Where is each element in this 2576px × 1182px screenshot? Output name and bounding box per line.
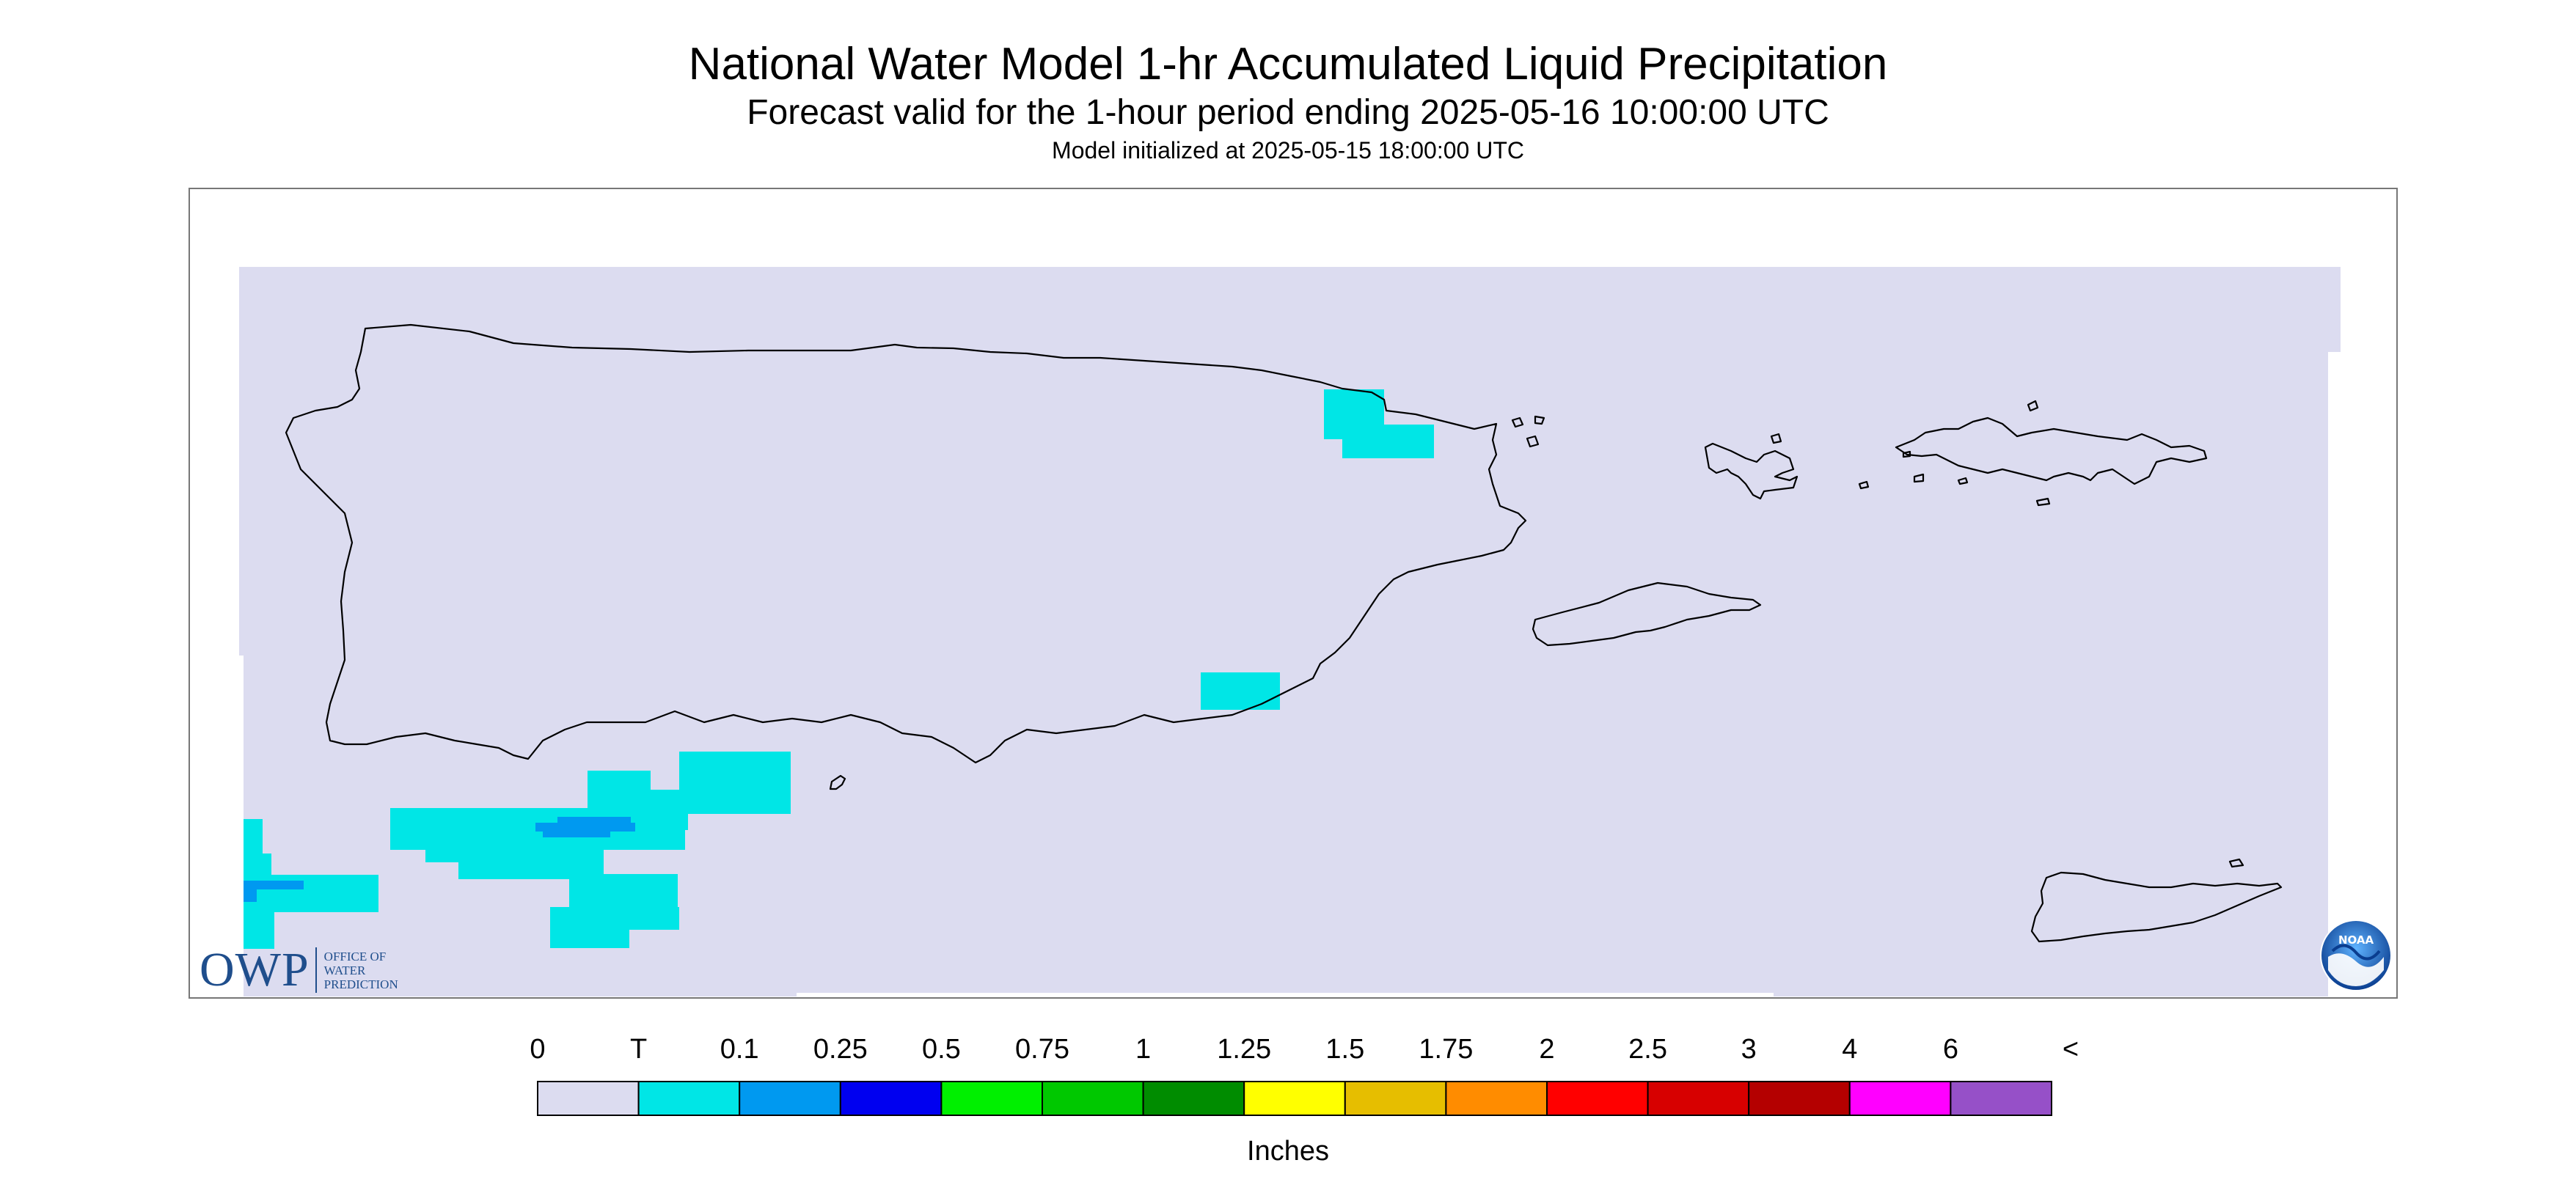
legend-units-label: Inches	[1247, 1136, 1329, 1167]
legend-label: 0	[530, 1034, 546, 1065]
legend-label: 3	[1741, 1034, 1757, 1065]
legend-swatch	[1344, 1081, 1447, 1116]
legend-label: 1.5	[1325, 1034, 1365, 1065]
legend-label: 0.1	[720, 1034, 759, 1065]
legend-label: T	[629, 1034, 648, 1065]
owp-logo-text: Office of Water Prediction	[323, 949, 398, 991]
legend-label: 1.75	[1419, 1034, 1474, 1065]
legend-label: 1.25	[1217, 1034, 1272, 1065]
legend-label: 2	[1539, 1034, 1555, 1065]
legend-swatch	[1042, 1081, 1144, 1116]
coastline-culebra	[1534, 415, 1545, 425]
legend-swatch	[739, 1081, 841, 1116]
legend-label: 0.25	[813, 1034, 868, 1065]
legend-swatch	[940, 1081, 1044, 1116]
legend-label: <	[2062, 1034, 2079, 1065]
coastline-st-croix	[2030, 871, 2283, 943]
legend-swatch	[1546, 1081, 1649, 1116]
legend-color-bar	[537, 1081, 2052, 1116]
model-init-text: Model initialized at 2025-05-15 18:00:00…	[1052, 137, 1524, 164]
legend-swatch	[1748, 1081, 1851, 1116]
legend-swatch	[1848, 1081, 1952, 1116]
precip-area-trace	[244, 389, 1434, 949]
coastline-st-thomas	[1704, 442, 1799, 500]
precip-area-0-1	[244, 817, 635, 902]
coastlines	[285, 323, 2283, 943]
owp-logo: OWP Office of Water Prediction	[200, 946, 398, 994]
legend-label: 6	[1942, 1034, 1958, 1065]
forecast-valid-subtitle: Forecast valid for the 1-hour period end…	[747, 93, 1829, 132]
coastline-puerto-rico	[285, 323, 1527, 764]
legend-swatch	[1445, 1081, 1548, 1116]
coastline-mona-island	[829, 774, 846, 790]
legend-label: 0.5	[921, 1034, 961, 1065]
legend-swatch	[1647, 1081, 1750, 1116]
legend-swatch	[1950, 1081, 2052, 1116]
legend-label: 2.5	[1628, 1034, 1667, 1065]
legend-swatch	[1142, 1081, 1245, 1116]
legend-swatch	[839, 1081, 943, 1116]
noaa-logo-text: NOAA	[2338, 933, 2374, 947]
owp-logo-divider	[315, 947, 317, 993]
owp-logo-mark: OWP	[200, 943, 310, 996]
map-title: National Water Model 1-hr Accumulated Li…	[688, 39, 1888, 89]
noaa-emblem-icon: NOAA	[2320, 919, 2392, 991]
legend-swatch	[637, 1081, 741, 1116]
coastline-st-john	[1895, 416, 2208, 485]
coastline-vieques	[1532, 581, 1762, 647]
legend-swatch	[1243, 1081, 1346, 1116]
legend-label: 1	[1135, 1034, 1152, 1065]
legend-label: 4	[1842, 1034, 1858, 1065]
legend-label: 0.75	[1015, 1034, 1069, 1065]
legend-swatch	[537, 1081, 640, 1116]
